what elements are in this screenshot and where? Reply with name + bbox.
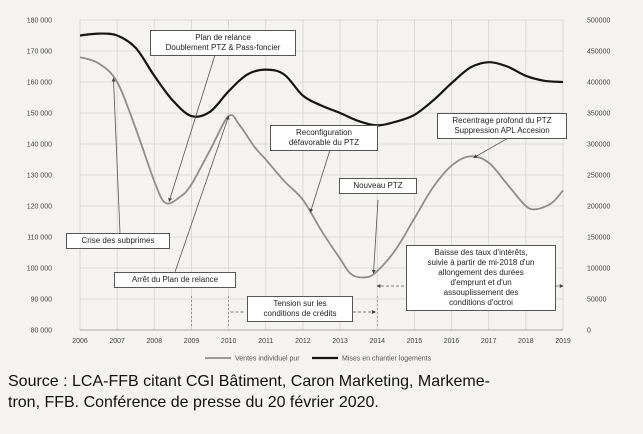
leader-crise-to-curve xyxy=(111,77,121,234)
legend-label: Mises en chantier logements xyxy=(342,356,432,363)
annotation-text: d'emprunt et d'un xyxy=(450,278,512,287)
series-line-mises-en-chantier xyxy=(79,32,564,127)
x-tick-label: 2017 xyxy=(481,338,497,345)
x-tick-label: 2015 xyxy=(407,338,423,345)
annotation-text: suivie à partir de mi-2018 d'un xyxy=(427,258,535,267)
series-line-ventes-individuel xyxy=(79,56,564,279)
annotation-reconfiguration-ptz: Reconfiguration défavorable du PTZ xyxy=(270,125,378,151)
x-tick-label: 2008 xyxy=(147,338,163,345)
y-right-tick-label: 500000 xyxy=(587,18,610,25)
y-left-tick-label: 140 000 xyxy=(27,142,52,149)
y-left-tick-label: 180 000 xyxy=(27,18,52,25)
annotation-text: assouplissement des xyxy=(443,288,519,297)
annotation-text: Crise des subprimes xyxy=(81,236,155,245)
annotation-text: allongement des durées xyxy=(438,268,524,277)
right-axis: 5000004500004000003500003000002500002000… xyxy=(587,18,610,335)
annotation-text: conditions d'octroi xyxy=(449,298,513,307)
annotation-text: conditions de crédits xyxy=(263,309,337,318)
annotation-arrows xyxy=(111,54,564,328)
leader-plan-to-curve xyxy=(168,54,216,202)
annotation-text: Nouveau PTZ xyxy=(353,181,403,190)
annotation-text: Arrêt du Plan de relance xyxy=(131,275,219,284)
annotation-arret-plan: Arrêt du Plan de relance xyxy=(114,272,236,288)
x-tick-label: 2019 xyxy=(555,338,571,345)
annotation-baisse-taux: Baisse des taux d'intérêts, suivie à part… xyxy=(406,245,556,311)
y-left-tick-label: 90 000 xyxy=(31,297,53,304)
x-tick-label: 2006 xyxy=(72,338,88,345)
y-right-tick-label: 450000 xyxy=(587,49,610,56)
annotation-recentrage-ptz: Recentrage profond du PTZ Suppression APL… xyxy=(437,113,567,139)
x-tick-label: 2012 xyxy=(295,338,311,345)
y-right-tick-label: 300000 xyxy=(587,142,610,149)
annotation-text: Suppression APL Accesion xyxy=(454,126,550,135)
y-left-tick-label: 100 000 xyxy=(27,266,52,273)
x-tick-label: 2007 xyxy=(109,338,125,345)
annotation-nouveau-ptz: Nouveau PTZ xyxy=(339,178,417,194)
y-right-tick-label: 350000 xyxy=(587,111,610,118)
x-tick-label: 2018 xyxy=(518,338,534,345)
annotation-text: Plan de relance xyxy=(195,33,251,42)
y-right-tick-label: 150000 xyxy=(587,235,610,242)
x-tick-label: 2013 xyxy=(332,338,348,345)
y-left-tick-label: 110 000 xyxy=(27,235,52,242)
annotation-text: Doublement PTZ & Pass-foncier xyxy=(165,43,281,52)
y-left-tick-label: 80 000 xyxy=(31,328,53,335)
leader-reconfig-to-curve xyxy=(309,149,331,213)
leader-arret-to-curve xyxy=(174,115,230,273)
x-tick-label: 2009 xyxy=(184,338,200,345)
annotation-tension-credits: Tension sur les conditions de crédits xyxy=(247,296,353,322)
legend: Ventes individuel pur Mises en chantier l… xyxy=(205,356,432,363)
annotation-text: Recentrage profond du PTZ xyxy=(452,116,552,125)
annotation-text: Baisse des taux d'intérêts, xyxy=(434,248,528,257)
y-right-tick-label: 100000 xyxy=(587,266,610,273)
x-tick-label: 2010 xyxy=(221,338,237,345)
y-right-tick-label: 50000 xyxy=(587,297,607,304)
left-axis: 180 000 170 000 160 000 150 000 140 000 130 0… xyxy=(27,18,52,335)
leader-recentrage-to-curve xyxy=(473,136,511,158)
source-caption: Source : LCA-FFB citant CGI Bâtiment, Ca… xyxy=(8,371,638,413)
y-left-tick-label: 170 000 xyxy=(27,49,52,56)
y-right-tick-label: 250000 xyxy=(587,173,610,180)
y-right-tick-label: 400000 xyxy=(587,80,610,87)
annotation-plan-relance: Plan de relance Doublement PTZ & Pass-fon… xyxy=(150,30,296,56)
legend-label: Ventes individuel pur xyxy=(235,356,300,363)
x-axis: 2006 2007 2008 2009 2010 2011 2012 2013 2014 2015… xyxy=(72,338,571,345)
x-tick-label: 2014 xyxy=(369,338,385,345)
y-right-tick-label: 0 xyxy=(587,328,591,335)
x-tick-label: 2016 xyxy=(444,338,460,345)
annotation-text: défavorable du PTZ xyxy=(288,138,360,147)
y-left-tick-label: 160 000 xyxy=(27,80,52,87)
y-left-tick-label: 130 000 xyxy=(27,173,52,180)
y-right-tick-label: 200000 xyxy=(587,204,610,211)
x-tick-label: 2011 xyxy=(258,338,273,345)
annotation-text: Tension sur les xyxy=(273,299,327,308)
annotation-crise-subprimes: Crise des subprimes xyxy=(66,233,170,249)
caption-line: tron, FFB. Conférence de presse du 20 fé… xyxy=(8,394,379,411)
leader-nouveau-to-curve xyxy=(371,199,379,274)
series-lines xyxy=(79,32,564,279)
y-left-tick-label: 150 000 xyxy=(27,111,52,118)
annotation-text: Reconfiguration xyxy=(295,128,353,137)
caption-line: Source : LCA-FFB citant CGI Bâtiment, Ca… xyxy=(8,373,490,390)
y-left-tick-label: 120 000 xyxy=(27,204,52,211)
